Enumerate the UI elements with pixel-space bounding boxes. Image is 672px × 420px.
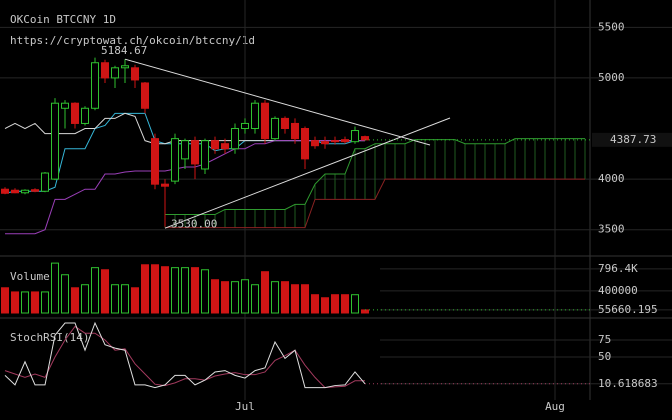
volume-bar [191, 267, 199, 314]
volume-label: Volume [10, 270, 50, 283]
y-tick-label: 50 [598, 350, 611, 363]
volume-bar [111, 284, 119, 314]
candle-body [291, 122, 299, 140]
candle-body [191, 140, 199, 165]
volume-bar [241, 279, 249, 314]
cloud-span-a [165, 138, 585, 216]
volume-bar [21, 291, 29, 314]
candle-body [351, 130, 359, 143]
volume-bar [201, 269, 209, 314]
volume-bar [251, 284, 259, 314]
candle-body [31, 189, 39, 192]
candle-body [301, 128, 309, 160]
y-tick-label: 55660.195 [598, 303, 658, 316]
y-tick-label: 10.618683 [598, 377, 658, 390]
candle-body [181, 140, 189, 160]
candle-body [1, 188, 9, 194]
candle-body [51, 102, 59, 180]
y-tick-label: 5000 [598, 71, 625, 84]
volume-bar [331, 294, 339, 314]
volume-bar [131, 287, 139, 314]
volume-bar [221, 281, 229, 314]
trendline [124, 58, 431, 146]
candle-body [251, 102, 259, 130]
volume-bar [1, 287, 9, 314]
candle-body [11, 189, 19, 194]
y-tick-label: 75 [598, 333, 611, 346]
candle-body [91, 62, 99, 109]
candle-body [221, 143, 229, 150]
candle-body [81, 107, 89, 124]
y-tick-label: 400000 [598, 284, 638, 297]
volume-bar [41, 291, 49, 314]
volume-bar [321, 297, 329, 314]
candle-body [311, 140, 319, 147]
candle-body [141, 82, 149, 109]
candle-body [341, 139, 349, 143]
cloud-span-b [165, 178, 585, 229]
candle-body [161, 183, 169, 187]
x-tick-label: Aug [545, 400, 565, 413]
low-label: 3530.00 [171, 218, 217, 231]
high-label: 5184.67 [101, 44, 147, 57]
chart-title: OKCoin BTCCNY 1D [10, 13, 116, 26]
volume-bar [121, 284, 129, 314]
candle-body [111, 67, 119, 79]
volume-bar [71, 287, 79, 314]
candle-body [211, 140, 219, 150]
volume-bar [261, 271, 269, 314]
candle-body [61, 102, 69, 109]
volume-bar [281, 281, 289, 314]
volume-bar [231, 281, 239, 314]
candle-body [171, 138, 179, 182]
stoch-label: StochRSI(14) [10, 331, 89, 344]
candle-body [21, 189, 29, 194]
volume-bar [341, 294, 349, 314]
volume-bar [291, 284, 299, 314]
chart-subtitle: https://cryptowat.ch/okcoin/btccny/1d [10, 34, 255, 47]
y-tick-label: 796.4K [598, 262, 638, 275]
candle-body [121, 65, 129, 69]
candle-body [41, 172, 49, 192]
volume-bar [31, 291, 39, 314]
volume-bar [61, 274, 69, 314]
volume-bar [11, 291, 19, 314]
volume-bar [151, 264, 159, 314]
volume-bar [351, 294, 359, 314]
candle-body [131, 67, 139, 81]
volume-bar [171, 267, 179, 314]
candle-body [271, 117, 279, 140]
last-price-box [592, 132, 672, 147]
candle-body [261, 102, 269, 140]
candle-body [331, 140, 339, 143]
y-tick-label: 5500 [598, 20, 625, 33]
y-tick-label: 3500 [598, 223, 625, 236]
candle-body [71, 102, 79, 124]
candle-body [321, 141, 329, 145]
candle-body [101, 62, 109, 79]
trendline [164, 117, 451, 229]
volume-bar [301, 284, 309, 314]
candle-body [281, 117, 289, 130]
stoch-d-line [4, 325, 365, 389]
candle-body [241, 122, 249, 130]
candle-body [151, 138, 159, 185]
stoch-k-line [4, 321, 366, 389]
volume-bar [181, 267, 189, 314]
volume-bar [271, 281, 279, 314]
volume-bar [311, 294, 319, 314]
candle-body [231, 128, 239, 150]
volume-bar [141, 264, 149, 314]
volume-bar [211, 279, 219, 314]
last-price-label: 4387.73 [610, 133, 656, 146]
x-tick-label: Jul [235, 400, 255, 413]
volume-bar [81, 284, 89, 314]
volume-bar [51, 262, 59, 314]
candle-body [201, 140, 209, 170]
y-tick-label: 4000 [598, 172, 625, 185]
volume-bar [91, 267, 99, 314]
volume-bar [101, 269, 109, 314]
volume-bar [161, 266, 169, 314]
